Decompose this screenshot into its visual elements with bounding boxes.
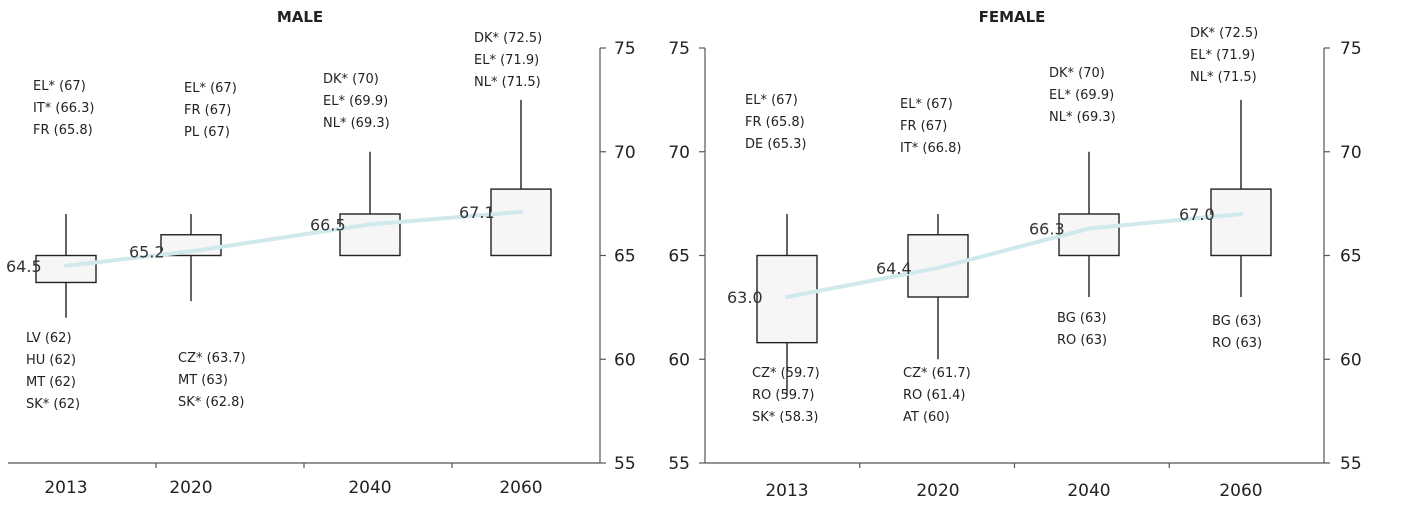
- box-rect: [35, 254, 97, 284]
- left-y-tick-label: 60: [668, 350, 690, 370]
- mean-value-label: 66.3: [1029, 220, 1065, 239]
- chart-title: MALE: [277, 8, 323, 26]
- top-annotation: FR (67): [900, 119, 947, 134]
- mean-value-label: 64.5: [6, 257, 42, 276]
- x-category-label: 2013: [44, 478, 87, 498]
- x-category-label: 2013: [765, 481, 808, 501]
- bottom-annotation: CZ* (59.7): [752, 366, 820, 381]
- box-rect: [907, 234, 969, 298]
- top-annotation: EL* (67): [900, 97, 953, 112]
- mean-trend-line: [785, 212, 1243, 299]
- x-category-label: 2040: [348, 478, 391, 498]
- top-annotation: FR (65.8): [745, 115, 805, 130]
- top-annotation: DE (65.3): [745, 137, 806, 152]
- bottom-annotation: RO (63): [1212, 336, 1262, 351]
- left-y-tick-label: 65: [668, 247, 690, 267]
- x-category-label: 2020: [169, 478, 212, 498]
- top-annotation: IT* (66.3): [33, 101, 95, 116]
- mean-value-label: 64.4: [876, 259, 912, 278]
- top-annotation: NL* (69.3): [323, 116, 390, 131]
- right-y-tick-label: 55: [614, 454, 636, 474]
- left-y-tick-label: 75: [668, 39, 690, 59]
- x-category-label: 2040: [1067, 481, 1110, 501]
- left-y-tick-label: 55: [668, 454, 690, 474]
- top-annotation: EL* (71.9): [1190, 48, 1255, 63]
- top-annotation: FR (67): [184, 103, 231, 118]
- right-y-tick-label: 55: [1340, 454, 1362, 474]
- top-annotation: DK* (72.5): [1190, 26, 1258, 41]
- top-annotation: EL* (67): [184, 81, 237, 96]
- chart-panel-female: FEMALE 55 60 65 70 75 55 60 65 70 75 2013 2020 2040 20…: [668, 8, 1361, 501]
- bottom-annotation: LV (62): [26, 331, 72, 346]
- bottom-annotation: AT (60): [903, 410, 950, 425]
- x-category-label: 2020: [916, 481, 959, 501]
- right-y-tick-label: 70: [1340, 143, 1362, 163]
- top-annotation: PL (67): [184, 125, 230, 140]
- bottom-annotation: SK* (62): [26, 397, 80, 412]
- left-y-tick-label: 70: [668, 143, 690, 163]
- box-rect: [1210, 188, 1272, 257]
- bottom-annotation: RO (63): [1057, 333, 1107, 348]
- bottom-annotation: SK* (62.8): [178, 395, 245, 410]
- mean-value-label: 66.5: [310, 215, 346, 234]
- right-y-tick-label: 75: [1340, 39, 1362, 59]
- bottom-annotation: MT (63): [178, 373, 228, 388]
- box-rect: [339, 213, 401, 257]
- chart-panel-male: MALE 55 60 65 70 75 2013 2020 2040 2060 64.5 65.2 66…: [6, 8, 636, 498]
- right-y-tick-label: 65: [1340, 247, 1362, 267]
- bottom-annotation: BG (63): [1212, 314, 1262, 329]
- right-y-tick-label: 60: [614, 350, 636, 370]
- top-annotation: NL* (71.5): [1190, 70, 1257, 85]
- mean-trend-line: [64, 209, 523, 268]
- top-annotation: IT* (66.8): [900, 141, 962, 156]
- top-annotation: NL* (71.5): [474, 75, 541, 90]
- right-y-tick-label: 75: [614, 39, 636, 59]
- top-annotation: NL* (69.3): [1049, 110, 1116, 125]
- right-y-tick-label: 70: [614, 143, 636, 163]
- bottom-annotation: BG (63): [1057, 311, 1107, 326]
- top-annotation: DK* (70): [1049, 66, 1105, 81]
- bottom-annotation: RO (59.7): [752, 388, 815, 403]
- top-annotation: EL* (67): [745, 93, 798, 108]
- top-annotation: EL* (67): [33, 79, 86, 94]
- top-annotation: DK* (72.5): [474, 31, 542, 46]
- bottom-annotation: RO (61.4): [903, 388, 966, 403]
- mean-value-label: 63.0: [727, 288, 763, 307]
- box-rect: [490, 188, 552, 257]
- mean-value-label: 65.2: [129, 242, 165, 261]
- right-y-tick-label: 65: [614, 247, 636, 267]
- top-annotation: DK* (70): [323, 72, 379, 87]
- x-category-label: 2060: [1219, 481, 1262, 501]
- mean-value-label: 67.1: [459, 203, 495, 222]
- top-annotation: FR (65.8): [33, 123, 93, 138]
- top-annotation: EL* (71.9): [474, 53, 539, 68]
- box-rect: [756, 254, 818, 344]
- right-y-tick-label: 60: [1340, 350, 1362, 370]
- bottom-annotation: HU (62): [26, 353, 76, 368]
- x-category-label: 2060: [499, 478, 542, 498]
- top-annotation: EL* (69.9): [323, 94, 388, 109]
- top-annotation: EL* (69.9): [1049, 88, 1114, 103]
- bottom-annotation: CZ* (63.7): [178, 351, 246, 366]
- bottom-annotation: SK* (58.3): [752, 410, 819, 425]
- chart-title: FEMALE: [979, 8, 1046, 26]
- bottom-annotation: CZ* (61.7): [903, 366, 971, 381]
- mean-value-label: 67.0: [1179, 205, 1215, 224]
- bottom-annotation: MT (62): [26, 375, 76, 390]
